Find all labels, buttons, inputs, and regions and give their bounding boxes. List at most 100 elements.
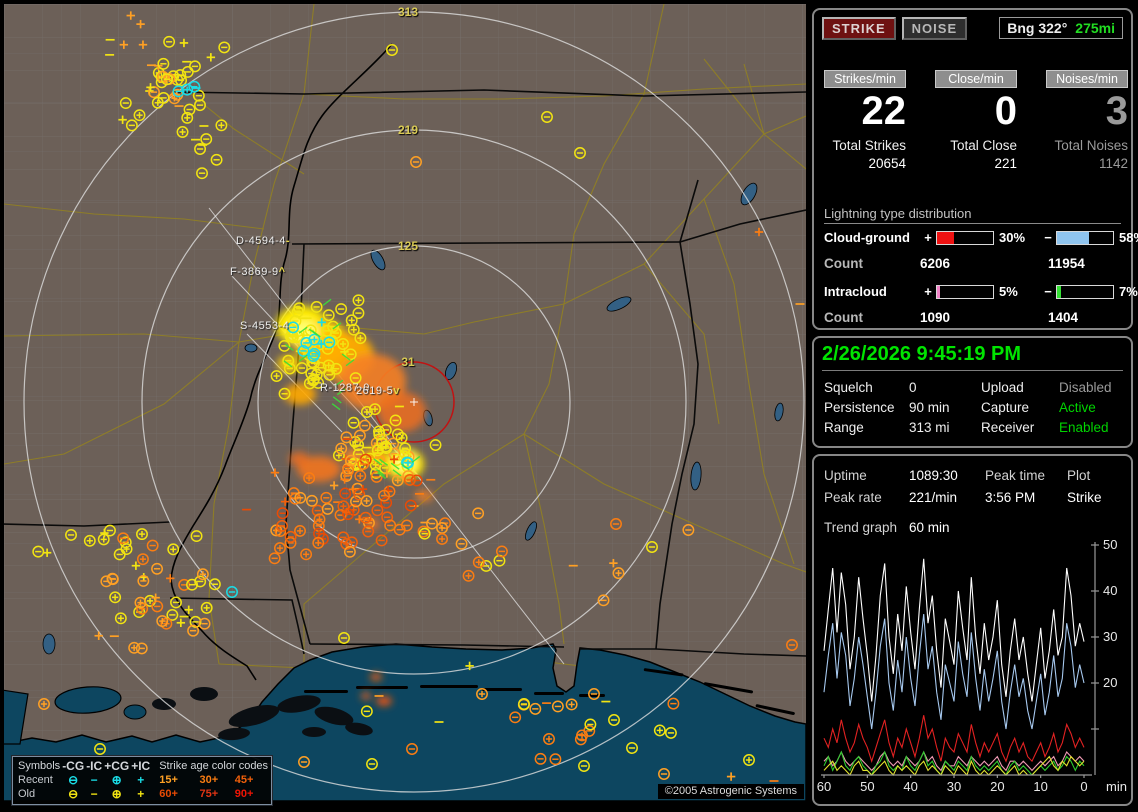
age-75: 75+ [199, 788, 219, 800]
svg-text:40: 40 [1103, 583, 1117, 598]
copyright-notice: ©2005 Astrogenic Systems [657, 784, 804, 799]
peak-rate-value: 221/min [909, 490, 958, 505]
cg-neg-old-icon: ⊖ [68, 787, 79, 801]
map-canvas[interactable]: 313 219 125 31 D-4594-4- F-3869-9^ S-4553-4 R-1… [4, 4, 806, 801]
legend-table: Symbols -CG -IC +CG +IC Strike age color… [17, 759, 269, 801]
range-rings [23, 11, 805, 793]
strike-button[interactable]: STRIKE [822, 17, 896, 40]
svg-text:S-4553-4: S-4553-4 [240, 320, 289, 332]
ic-pos-old-icon: + [137, 787, 145, 801]
cloud-ground-label: Cloud-ground [824, 230, 910, 245]
age-45: 45+ [234, 774, 254, 786]
svg-text:20: 20 [990, 779, 1004, 794]
receiver-status: Enabled [1059, 420, 1109, 435]
trend-axes [821, 542, 1099, 778]
bearing-label: Bng 322° [1007, 20, 1068, 36]
uptime-row: Uptime 1089:30 Peak time Plot [824, 468, 1127, 483]
ring-labels: 313 219 125 31 [398, 5, 418, 369]
storm-cell-labels: D-4594-4- F-3869-9^ S-4553-4 R-1287-02619-5… [230, 235, 400, 397]
trend-graph-row: Trend graph 60 min [824, 520, 1127, 535]
map-legend: Symbols -CG -IC +CG +IC Strike age color… [12, 756, 272, 805]
svg-text:50: 50 [860, 779, 874, 794]
cg-plus-bar [936, 230, 994, 245]
legend-col-ic-neg: -IC [86, 759, 103, 773]
recent-discharge-vectors [283, 298, 421, 479]
svg-text:30: 30 [947, 779, 961, 794]
total-noises-label: Total Noises [1054, 138, 1128, 153]
cg-minus-bar [1056, 230, 1114, 245]
count-label: Count [824, 310, 863, 325]
intracloud-label: Intracloud [824, 284, 887, 299]
svg-text:30: 30 [1103, 629, 1117, 644]
ic-neg-old-icon: − [90, 787, 98, 801]
legend-age-title: Strike age color codes [159, 760, 269, 772]
svg-text:40: 40 [903, 779, 917, 794]
noises-per-min-button[interactable]: Noises/min [1046, 70, 1128, 88]
noises-per-min-value: 3 [1105, 89, 1128, 133]
total-strikes-value: 20654 [868, 156, 906, 171]
cg-pos-recent-icon: ⊕ [111, 773, 122, 787]
plot-value: Strike [1067, 490, 1102, 505]
peak-time-value: 3:56 PM [985, 490, 1036, 505]
ic-minus-count: 1404 [1048, 310, 1079, 325]
noise-button[interactable]: NOISE [901, 17, 968, 40]
svg-text:10: 10 [1033, 779, 1047, 794]
total-close-value: 221 [994, 156, 1017, 171]
persistence-value: 90 min [909, 400, 950, 415]
trend-graph: 50 40 30 20 60 50 40 30 20 10 0 min [817, 540, 1127, 794]
strikes-per-min-button[interactable]: Strikes/min [824, 70, 906, 88]
counters-panel: STRIKE NOISE Bng 322° 275mi Strikes/min 22… [812, 8, 1138, 330]
cg-plus-count: 6206 [920, 256, 951, 271]
lightning-map[interactable]: 313 219 125 31 D-4594-4- F-3869-9^ S-4553-4 R-1… [4, 4, 806, 805]
peak-rate-label: Peak rate [824, 490, 882, 505]
svg-text:31: 31 [401, 355, 415, 369]
cg-neg-recent-icon: ⊖ [68, 773, 79, 787]
distribution-title: Lightning type distribution [824, 206, 1121, 224]
ic-pos-recent-icon: + [137, 773, 145, 787]
state-borders [4, 89, 806, 657]
total-close-label: Total Close [950, 138, 1017, 153]
range-label: Range [824, 420, 864, 435]
age-15: 15+ [159, 774, 178, 786]
range-value: 313 mi [909, 420, 950, 435]
intracloud-row: Intracloud + 5% − 7% [824, 284, 1138, 299]
bearing-readout: Bng 322° 275mi [999, 17, 1123, 39]
squelch-value: 0 [909, 380, 917, 395]
minus-sign: − [1044, 230, 1052, 245]
bearing-distance: 275mi [1075, 20, 1115, 36]
svg-text:2619-5v: 2619-5v [356, 385, 400, 397]
ic-plus-count: 1090 [920, 310, 951, 325]
close-rate-column: Close/min 0 Total Close 221 [935, 70, 1017, 171]
legend-row-old-label: Old [18, 788, 36, 800]
trend-graph-window: 60 min [909, 520, 950, 535]
uptime-label: Uptime [824, 468, 867, 483]
trend-series-strikes-total [823, 558, 1085, 702]
age-60: 60+ [159, 788, 178, 800]
svg-text:313: 313 [398, 5, 418, 19]
svg-text:50: 50 [1103, 540, 1117, 552]
legend-col-cg-neg: -CG [62, 759, 85, 773]
date-time: 2/26/2026 9:45:19 PM [822, 343, 1123, 371]
status-sidebar: STRIKE NOISE Bng 322° 275mi Strikes/min 22… [810, 0, 1138, 812]
strikes-per-min-value: 22 [861, 89, 907, 133]
trend-series-noise [823, 750, 1085, 772]
capture-status: Active [1059, 400, 1096, 415]
minus-sign: − [1044, 284, 1052, 299]
plot-label: Plot [1067, 468, 1091, 483]
uptime-value: 1089:30 [909, 468, 958, 483]
cg-plus-pct: 30% [999, 230, 1026, 245]
persistence-row: Persistence 90 min Capture Active [824, 400, 1133, 415]
count-label: Count [824, 256, 863, 271]
close-per-min-button[interactable]: Close/min [935, 70, 1017, 88]
intracloud-count-row: Count 1090 1404 [824, 310, 1138, 325]
strikes-rate-column: Strikes/min 22 Total Strikes 20654 [824, 70, 906, 171]
barrier-islands [304, 668, 795, 715]
upload-label: Upload [981, 380, 1024, 395]
trend-series-cg-negative [823, 613, 1085, 730]
age-90: 90+ [234, 788, 254, 800]
legend-row-recent-label: Recent [18, 774, 53, 786]
delta-marsh [152, 687, 373, 741]
svg-text:219: 219 [398, 123, 418, 137]
age-30: 30+ [199, 774, 219, 786]
